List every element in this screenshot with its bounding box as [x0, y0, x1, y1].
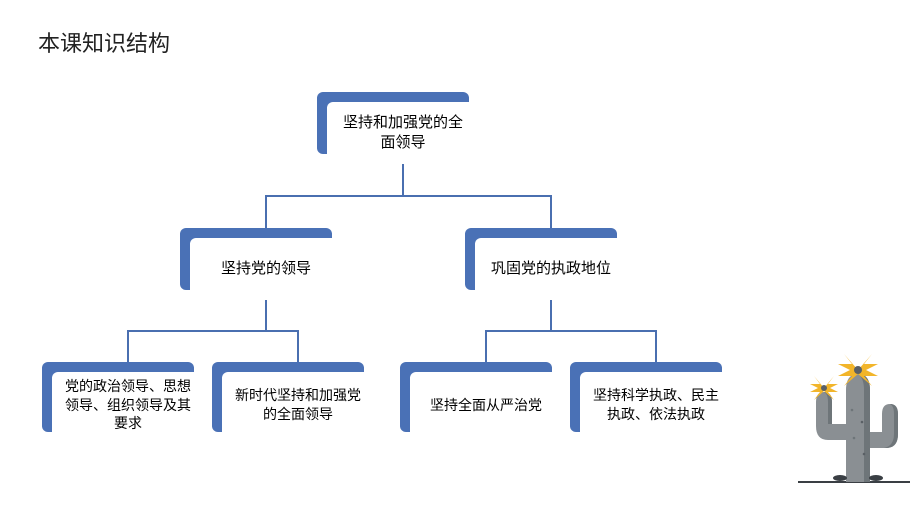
- node-front: 坚持和加强党的全面领导: [327, 102, 479, 164]
- connector-segment: [265, 300, 267, 331]
- node-label: 党的政治领导、思想领导、组织领导及其要求: [62, 379, 194, 436]
- node-front: 新时代坚持和加强党的全面领导: [222, 372, 374, 442]
- node-front: 党的政治领导、思想领导、组织领导及其要求: [52, 372, 204, 442]
- node-front: 坚持党的领导: [190, 238, 342, 300]
- node-front: 坚持全面从严治党: [410, 372, 562, 442]
- connector-segment: [655, 331, 657, 362]
- node-front: 巩固党的执政地位: [475, 238, 627, 300]
- tree-node-l3b: 新时代坚持和加强党的全面领导: [212, 362, 374, 442]
- connector-segment: [127, 330, 299, 332]
- node-label: 新时代坚持和加强党的全面领导: [232, 388, 364, 426]
- tree-node-l2a: 坚持党的领导: [180, 228, 342, 300]
- connector-segment: [265, 196, 267, 228]
- node-label: 坚持全面从严治党: [430, 398, 542, 417]
- node-front: 坚持科学执政、民主执政、依法执政: [580, 372, 732, 442]
- connector-segment: [402, 164, 404, 196]
- node-label: 坚持和加强党的全面领导: [337, 113, 469, 154]
- connector-segment: [485, 330, 657, 332]
- node-label: 坚持科学执政、民主执政、依法执政: [590, 388, 722, 426]
- tree-node-l3c: 坚持全面从严治党: [400, 362, 562, 442]
- connector-segment: [265, 195, 552, 197]
- node-label: 坚持党的领导: [221, 259, 311, 279]
- connector-segment: [127, 331, 129, 362]
- node-label: 巩固党的执政地位: [491, 259, 611, 279]
- tree-node-l2b: 巩固党的执政地位: [465, 228, 627, 300]
- tree-node-l3d: 坚持科学执政、民主执政、依法执政: [570, 362, 732, 442]
- connector-segment: [550, 196, 552, 228]
- cactus-decoration: [794, 330, 914, 490]
- connector-segment: [297, 331, 299, 362]
- connector-segment: [550, 300, 552, 331]
- connector-segment: [485, 331, 487, 362]
- page-title: 本课知识结构: [38, 26, 170, 58]
- tree-node-root: 坚持和加强党的全面领导: [317, 92, 479, 164]
- tree-node-l3a: 党的政治领导、思想领导、组织领导及其要求: [42, 362, 204, 442]
